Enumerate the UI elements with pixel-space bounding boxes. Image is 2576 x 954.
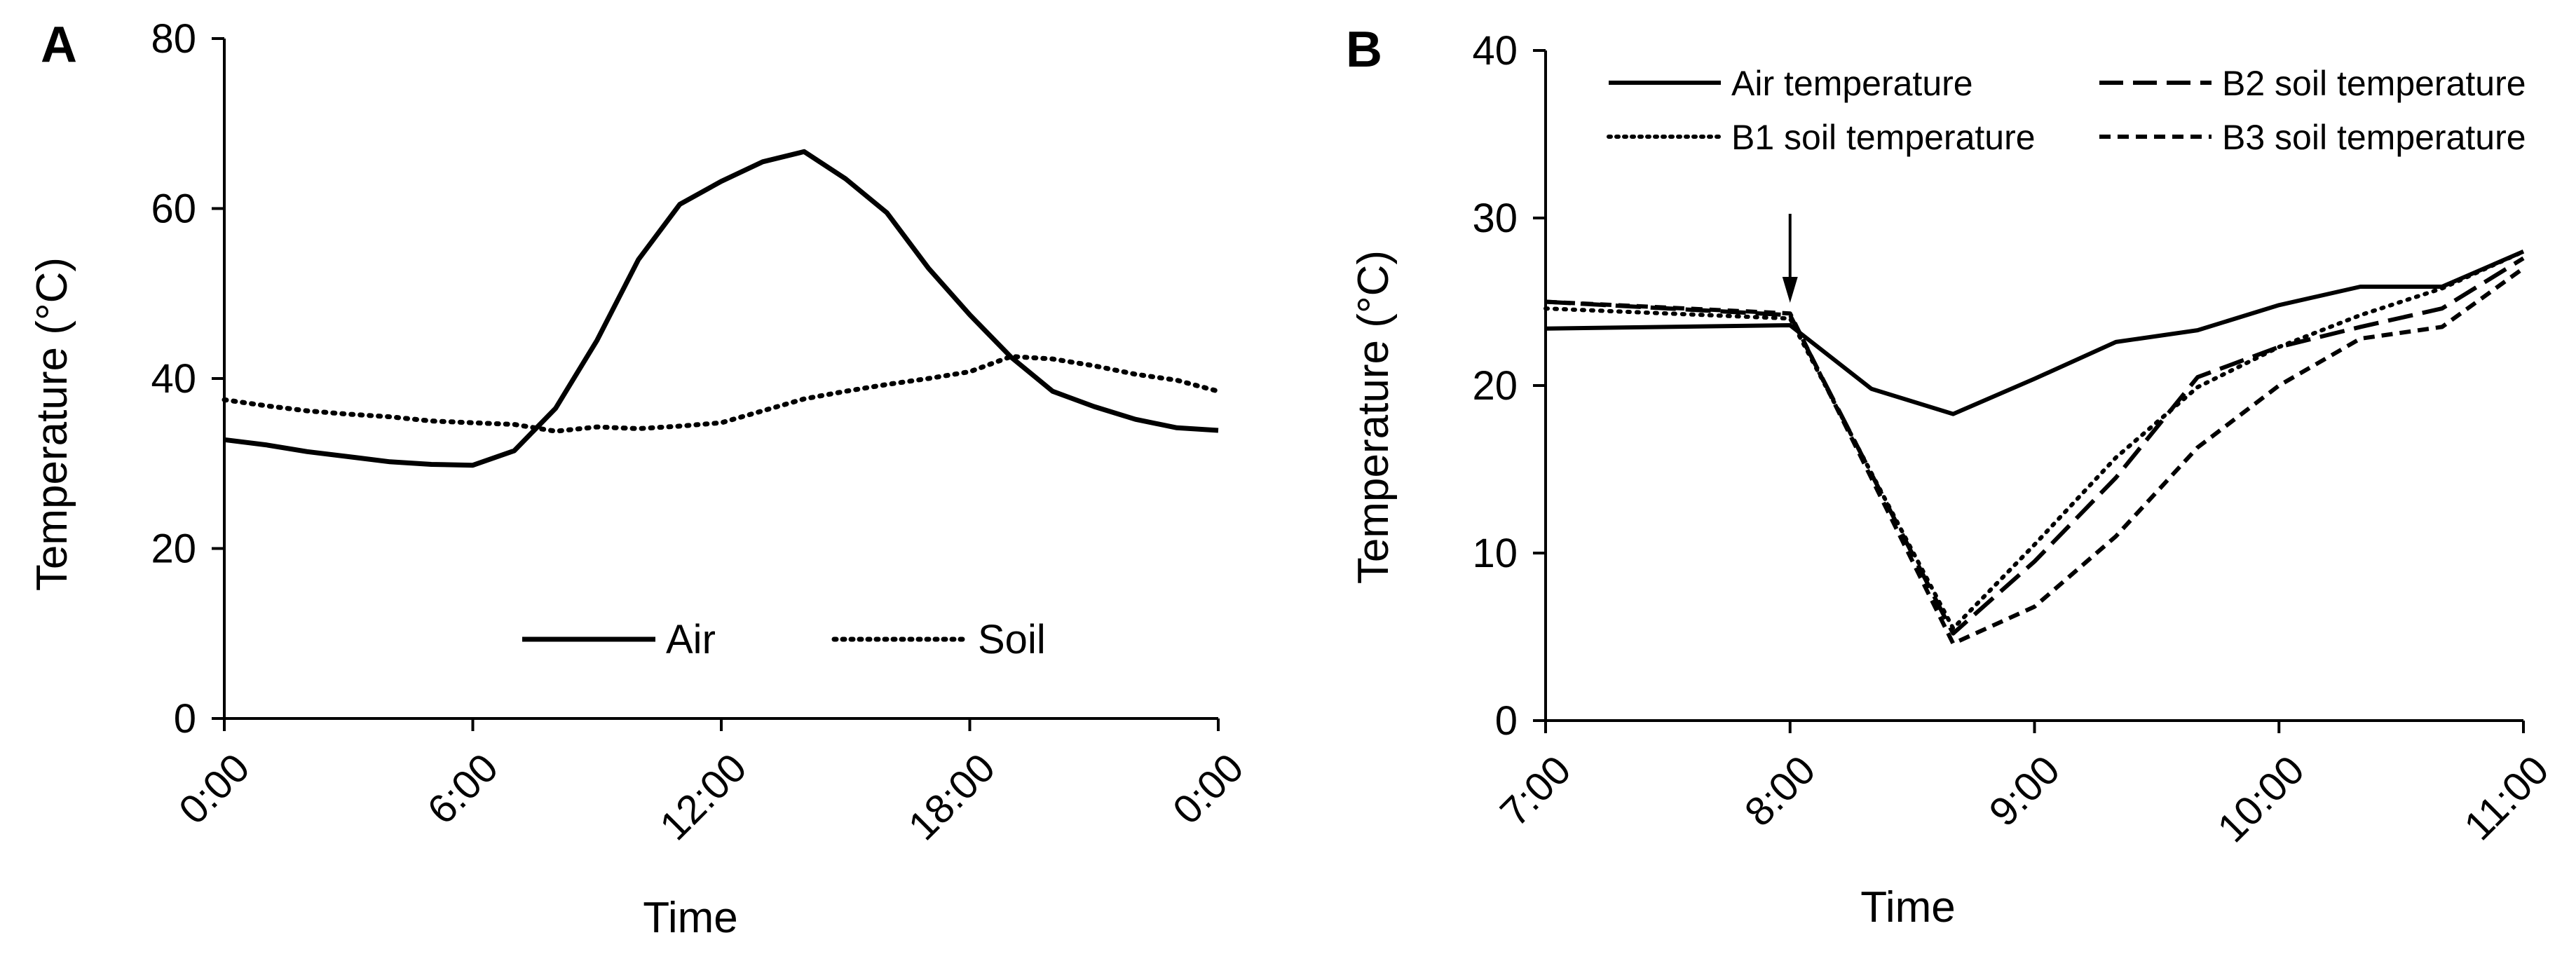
legend-soil-label: Soil [978, 617, 1046, 662]
panel-a-y-tick-label: 0 [174, 696, 196, 742]
panel-a-series-soil [222, 354, 1221, 434]
panel-a-x-tick-label: 0:00 [170, 745, 259, 833]
legend-air-temperature-label: Air temperature [1731, 64, 1973, 103]
panel-a-axes: 0 20 40 60 80 0:00 6:00 12:00 18:00 0:00 [151, 16, 1252, 849]
panel-b-x-tick-label: 9:00 [1980, 747, 2069, 836]
panel-a-y-tick-label: 20 [151, 526, 196, 572]
panel-a-series [222, 149, 1221, 468]
panel-b-series-air-temperature [1545, 250, 2525, 416]
panel-b-x-axis-title: Time [1860, 883, 1955, 932]
panel-a-legend: Air Soil [522, 617, 1046, 662]
panel-b-y-tick-label: 10 [1472, 531, 1518, 576]
legend-b1-label: B1 soil temperature [1731, 118, 2036, 157]
panel-b-legend: Air temperature B1 soil temperature B2 s… [1607, 64, 2526, 157]
panel-b-letter: B [1346, 22, 1382, 78]
panel-b-x-tick-label: 8:00 [1736, 747, 1825, 836]
panel-a-series-air [224, 149, 1219, 468]
panel-b-series [1543, 249, 2526, 646]
panel-a-y-axis-title: Temperature (°C) [28, 257, 76, 591]
panel-a-y-tick-label: 60 [151, 186, 196, 232]
panel-b-y-tick-label: 0 [1495, 698, 1518, 744]
panel-b-series-b3-soil-temperature [1545, 266, 2525, 646]
panel-b-y-tick-label: 30 [1472, 196, 1518, 241]
panel-b-x-tick-label: 7:00 [1492, 747, 1580, 836]
panel-b-y-tick-label: 40 [1472, 28, 1518, 74]
legend-b2-label: B2 soil temperature [2222, 64, 2526, 103]
panel-a-letter: A [41, 17, 77, 73]
legend-b3-label: B3 soil temperature [2222, 118, 2526, 157]
panel-b-y-tick-label: 20 [1472, 363, 1518, 409]
panel-b-y-axis-title: Temperature (°C) [1349, 250, 1398, 584]
panel-a-x-axis-title: Time [643, 894, 737, 942]
panel-a-chart: A 0 20 40 60 80 0:00 6:00 12:00 18:00 0:00 Air So… [28, 16, 1253, 942]
panel-a-y-tick-label: 80 [151, 16, 196, 62]
panel-a-x-tick-label: 12:00 [651, 745, 756, 850]
panel-a-x-tick-label: 6:00 [418, 745, 507, 833]
legend-air-label: Air [666, 617, 716, 662]
panel-b-chart: B 0 10 20 30 40 7:00 8:00 9:00 10:00 11:00 Air te… [1346, 22, 2558, 932]
arrow-head [1782, 277, 1798, 303]
panel-b-x-tick-label: 10:00 [2209, 747, 2313, 852]
panel-b-x-tick-label: 11:00 [2455, 747, 2558, 850]
panel-a-y-tick-label: 40 [151, 356, 196, 402]
panel-a-x-tick-label: 18:00 [900, 745, 1004, 850]
panel-a-x-tick-label: 0:00 [1164, 745, 1253, 833]
panel-b-arrow-annotation [1782, 214, 1798, 303]
